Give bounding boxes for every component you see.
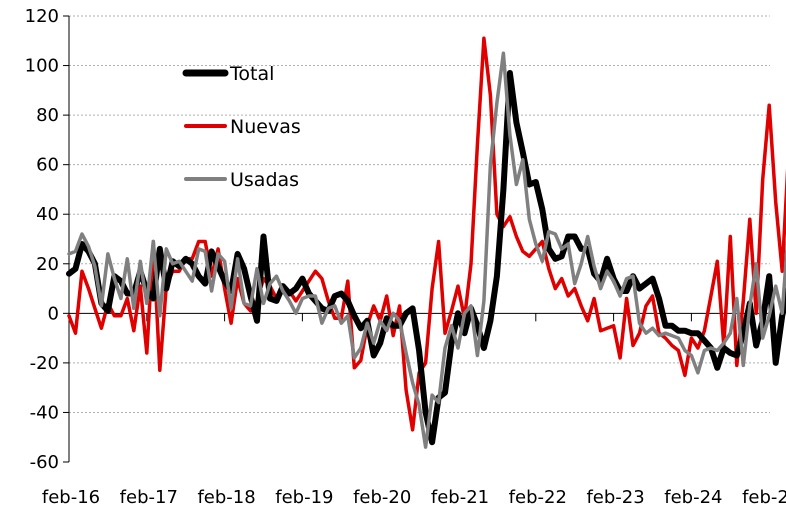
gridlines	[69, 15, 770, 413]
x-tick-label: feb-17	[120, 487, 178, 508]
y-tick-label: -60	[30, 452, 59, 473]
y-tick-label: -40	[30, 402, 59, 423]
y-axis-ticks: -60 -40 -20 0 20 40 60 80 100 120	[25, 6, 69, 473]
y-tick-label: 80	[36, 105, 59, 126]
x-tick-label: feb-19	[275, 487, 333, 508]
y-tick-label: 0	[48, 303, 59, 324]
x-tick-label: feb-22	[509, 487, 567, 508]
legend-label-total: Total	[229, 63, 274, 85]
series-line-usadas	[67, 51, 786, 449]
y-tick-label: 40	[36, 204, 59, 225]
y-tick-label: 60	[36, 155, 59, 176]
y-tick-label: 100	[25, 56, 59, 77]
legend: Total Nuevas Usadas	[182, 63, 301, 191]
y-tick-label: -20	[30, 353, 59, 374]
x-axis-ticks: feb-16 feb-17 feb-18 feb-19 feb-20 feb-21 feb-…	[42, 313, 786, 508]
y-tick-label: 20	[36, 254, 59, 275]
x-tick-label: feb-23	[586, 487, 644, 508]
x-tick-label: feb-21	[431, 487, 489, 508]
x-tick-label: feb-25	[742, 487, 786, 508]
x-tick-label: feb-20	[353, 487, 411, 508]
x-tick-label: feb-24	[664, 487, 722, 508]
legend-label-usadas: Usadas	[230, 169, 299, 191]
y-tick-label: 120	[25, 6, 59, 27]
series-lines	[66, 36, 786, 449]
x-tick-label: feb-16	[42, 487, 100, 508]
series-line-total	[66, 70, 786, 446]
series-line-nuevas	[67, 36, 786, 432]
x-tick-label: feb-18	[197, 487, 255, 508]
legend-label-nuevas: Nuevas	[230, 116, 301, 138]
